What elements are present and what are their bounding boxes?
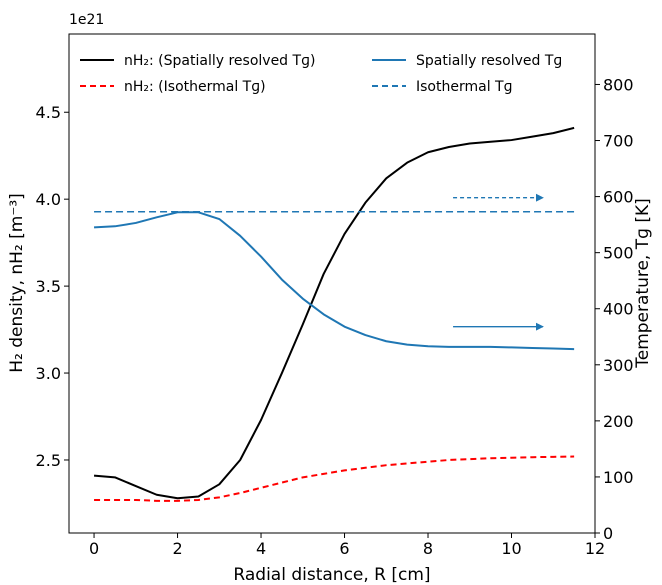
- y-right-tick-label: 500: [603, 244, 634, 263]
- y-right-tick-label: 0: [603, 524, 613, 543]
- x-tick-label: 0: [89, 539, 99, 558]
- y-axis-label-right: Temperature, Tɡ [K]: [633, 198, 653, 369]
- y-right-tick-label: 100: [603, 468, 634, 487]
- x-tick-label: 6: [339, 539, 349, 558]
- y-left-tick-label: 3.5: [36, 277, 61, 296]
- y-left-tick-label: 3.0: [36, 364, 61, 383]
- series-line-2: [93, 211, 575, 351]
- series-layer: [93, 126, 575, 502]
- annotation-layer: [453, 193, 544, 331]
- y-right-tick-label: 400: [603, 300, 634, 319]
- x-tick-label: 10: [501, 539, 521, 558]
- legend-label-0: nH₂: (Spatially resolved Tɡ): [124, 53, 315, 69]
- y-left-tick-label: 4.5: [36, 103, 61, 122]
- legend-label-3: Isothermal Tɡ: [416, 79, 512, 95]
- x-tick-label: 12: [585, 539, 605, 558]
- legend-label-1: nH₂: (Isothermal Tɡ): [124, 79, 266, 95]
- plot-frame: [68, 33, 596, 534]
- y-right-tick-label: 800: [603, 75, 634, 94]
- y-axis-label-left: H₂ density, nH₂ [m⁻³]: [7, 193, 27, 373]
- series-line-1: [94, 455, 575, 502]
- x-axis-label: Radial distance, R [cm]: [233, 565, 430, 585]
- series-line-0: [93, 126, 575, 500]
- tick-group: 0 2 4 6 8 10 12 2.5 3.0 3.5 4.0 4.5 0 100 200 300 400 500…: [36, 75, 634, 558]
- y-left-tick-label: 2.5: [36, 451, 61, 470]
- x-tick-label: 8: [423, 539, 433, 558]
- y-right-tick-label: 700: [603, 132, 634, 151]
- legend: nH₂: (Spatially resolved Tɡ) nH₂: (Isoth…: [80, 53, 562, 95]
- y-right-tick-label: 600: [603, 188, 634, 207]
- x-tick-label: 2: [172, 539, 182, 558]
- legend-label-2: Spatially resolved Tɡ: [416, 53, 562, 69]
- y-right-tick-label: 200: [603, 412, 634, 431]
- y-left-tick-label: 4.0: [36, 190, 61, 209]
- scale-note: 1e21: [69, 12, 104, 28]
- y-right-tick-label: 300: [603, 356, 634, 375]
- x-tick-label: 4: [256, 539, 266, 558]
